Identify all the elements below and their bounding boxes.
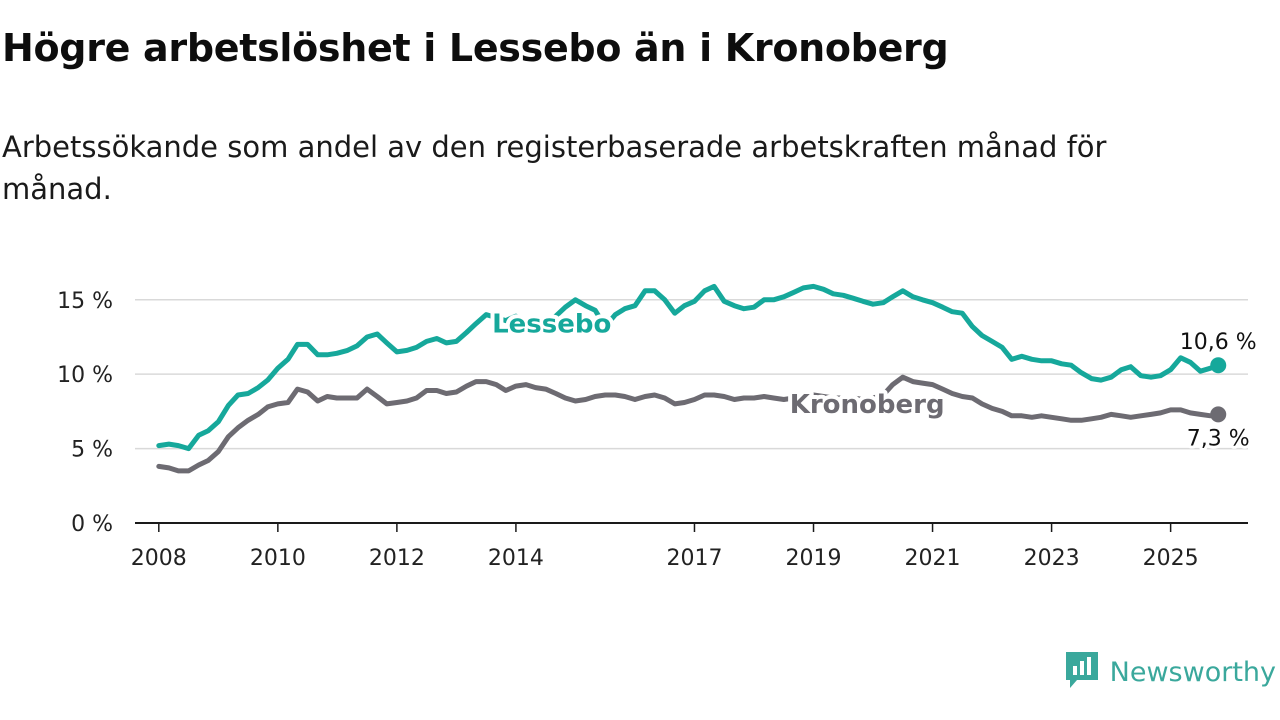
end-value-label: 7,3 % bbox=[1187, 426, 1250, 451]
line-chart: 0 % 5 % 10 % 15 % 2008 2010 2012 2014 2017 2019 20… bbox=[57, 283, 1260, 571]
end-value-label-halo: 10,6 % bbox=[1180, 330, 1257, 355]
x-tick-label: 2010 bbox=[250, 546, 306, 571]
series-label-halo: Kronoberg bbox=[790, 390, 945, 420]
x-tick-label: 2008 bbox=[131, 546, 187, 571]
axes: 0 % 5 % 10 % 15 % 2008 2010 2012 2014 2017 2019 20… bbox=[57, 289, 1248, 571]
grid-lines bbox=[135, 299, 1248, 450]
x-tick-label: 2017 bbox=[666, 546, 722, 571]
series-line-kronoberg bbox=[156, 374, 1221, 474]
series-label: Lessebo bbox=[492, 310, 611, 340]
x-tick-label: 2023 bbox=[1024, 546, 1080, 571]
series-label-halo: Lessebo bbox=[492, 310, 611, 340]
series-lines bbox=[156, 283, 1227, 474]
y-tick-label: 5 % bbox=[71, 438, 113, 463]
chart-subtitle: Arbetssökande som andel av den registerb… bbox=[2, 130, 1107, 206]
x-tick-label: 2021 bbox=[905, 546, 961, 571]
chart-title: Högre arbetslöshet i Lessebo än i Kronob… bbox=[2, 26, 949, 70]
series-end-marker bbox=[1210, 357, 1227, 374]
brand-name: Newsworthy bbox=[1109, 656, 1276, 688]
series-end-marker bbox=[1210, 406, 1227, 423]
end-value-label-halo: 7,3 % bbox=[1187, 426, 1250, 451]
newsworthy-logo: Newsworthy bbox=[1064, 650, 1276, 694]
x-tick-label: 2012 bbox=[369, 546, 425, 571]
y-tick-label: 10 % bbox=[57, 363, 113, 388]
end-value-label: 10,6 % bbox=[1180, 330, 1257, 355]
newsworthy-logo-icon bbox=[1064, 650, 1100, 694]
series-line-lessebo bbox=[156, 283, 1221, 452]
series-label: Kronoberg bbox=[790, 390, 945, 420]
x-tick-label: 2025 bbox=[1143, 546, 1199, 571]
x-tick-label: 2019 bbox=[786, 546, 842, 571]
x-tick-label: 2014 bbox=[488, 546, 544, 571]
y-tick-label: 0 % bbox=[71, 512, 113, 537]
y-tick-label: 15 % bbox=[57, 289, 113, 314]
